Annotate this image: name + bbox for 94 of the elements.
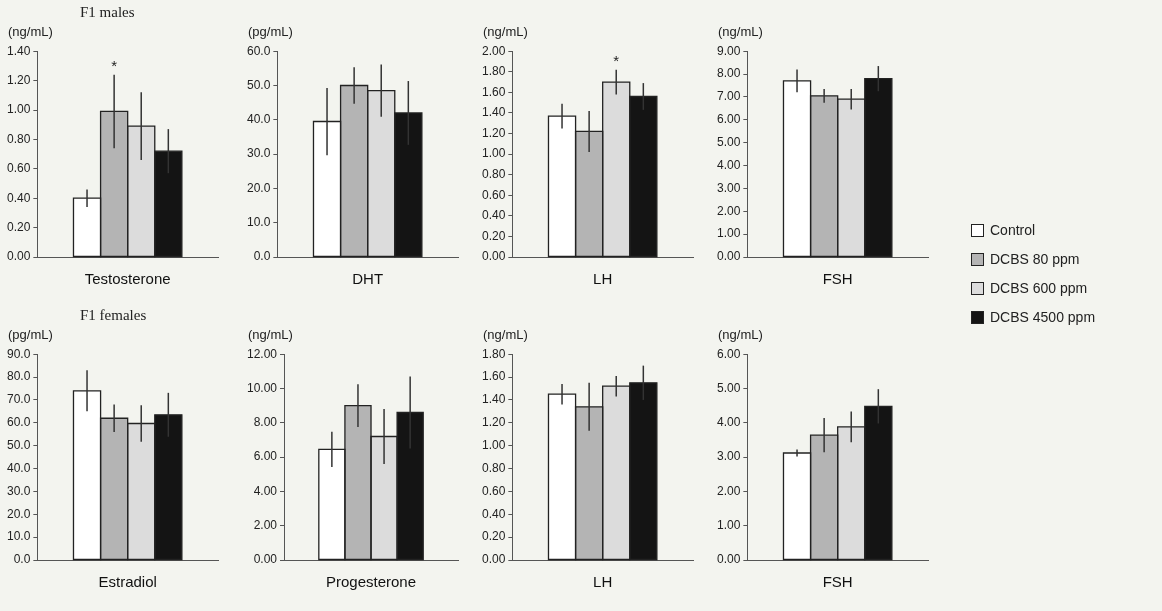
y-tick-label: 10.0 xyxy=(7,529,31,544)
y-tick-label: 0.60 xyxy=(482,187,506,202)
y-tick-label: 0.60 xyxy=(482,483,506,498)
y-tick-label: 30.0 xyxy=(247,146,271,161)
x-tick-label: DHT xyxy=(352,270,384,288)
y-tick-label: 1.40 xyxy=(7,43,31,58)
y-tick-label: 0.00 xyxy=(717,249,741,264)
y-axis-title: (ng/mL) xyxy=(482,24,529,41)
y-tick-label: 4.00 xyxy=(717,157,741,172)
y-tick-label: 20.0 xyxy=(7,506,31,521)
y-tick-label: 70.0 xyxy=(7,392,31,407)
y-tick-label: 1.20 xyxy=(7,72,31,87)
y-tick-label: 0.00 xyxy=(253,552,278,567)
y-tick-label: 30.0 xyxy=(7,483,31,498)
legend-label: DCBS 80 ppm xyxy=(990,251,1080,267)
y-tick-label: 0.00 xyxy=(482,249,506,264)
y-axis-title: (pg/mL) xyxy=(7,327,54,344)
y-tick-label: 0.00 xyxy=(482,552,506,567)
y-tick-label: 2.00 xyxy=(482,43,506,58)
y-tick-label: 0.40 xyxy=(482,208,506,223)
y-axis-title: (ng/mL) xyxy=(247,327,294,344)
y-tick-label: 1.00 xyxy=(717,518,741,533)
x-tick-label: Estradiol xyxy=(98,573,157,591)
y-tick-label: 12.00 xyxy=(247,346,278,361)
chart-title: F1 females xyxy=(79,306,148,325)
y-tick-label: 5.00 xyxy=(717,380,741,395)
y-tick-label: 8.00 xyxy=(717,66,741,81)
y-tick-label: 6.00 xyxy=(717,112,741,127)
y-tick-label: 50.0 xyxy=(7,437,31,452)
y-tick-label: 0.60 xyxy=(7,161,31,176)
annotation: * xyxy=(613,51,620,69)
y-tick-label: 0.80 xyxy=(482,460,506,475)
y-tick-label: 1.00 xyxy=(482,146,506,161)
x-tick-label: Progesterone xyxy=(325,573,417,591)
y-axis-title: (ng/mL) xyxy=(717,24,764,41)
y-tick-label: 7.00 xyxy=(717,89,741,104)
y-tick-label: 60.0 xyxy=(7,415,31,430)
y-tick-label: 1.20 xyxy=(482,125,506,140)
chart-title: F1 males xyxy=(79,3,136,22)
y-tick-label: 1.80 xyxy=(482,64,506,79)
y-tick-label: 40.0 xyxy=(7,460,31,475)
y-tick-label: 0.40 xyxy=(482,506,506,521)
y-tick-label: 1.00 xyxy=(7,102,31,117)
y-tick-label: 0.00 xyxy=(717,552,741,567)
y-tick-label: 0.20 xyxy=(482,529,506,544)
y-tick-label: 6.00 xyxy=(253,449,278,464)
x-tick-label: FSH xyxy=(822,270,853,288)
y-tick-label: 1.40 xyxy=(482,105,506,120)
y-tick-label: 1.80 xyxy=(482,346,506,361)
y-tick-label: 3.00 xyxy=(717,180,741,195)
y-tick-label: 2.00 xyxy=(717,203,741,218)
y-tick-label: 5.00 xyxy=(717,134,741,149)
y-tick-label: 1.00 xyxy=(482,437,506,452)
legend-label: Control xyxy=(990,222,1036,238)
y-tick-label: 90.0 xyxy=(7,346,31,361)
y-axis-title: (ng/mL) xyxy=(482,327,529,344)
y-tick-label: 2.00 xyxy=(717,483,741,498)
y-tick-label: 0.40 xyxy=(7,190,31,205)
y-axis-title: (ng/mL) xyxy=(717,327,764,344)
y-tick-label: 2.00 xyxy=(253,518,278,533)
y-tick-label: 1.40 xyxy=(482,392,506,407)
y-tick-label: 4.00 xyxy=(717,415,741,430)
y-tick-label: 60.0 xyxy=(247,43,271,58)
y-tick-label: 8.00 xyxy=(253,415,278,430)
annotation: * xyxy=(111,56,118,74)
y-tick-label: 10.00 xyxy=(247,380,278,395)
x-tick-label: Testosterone xyxy=(84,270,171,288)
y-tick-label: 1.20 xyxy=(482,415,506,430)
x-tick-label: FSH xyxy=(822,573,853,591)
legend-label: DCBS 600 ppm xyxy=(990,280,1088,296)
y-tick-label: 9.00 xyxy=(717,43,741,58)
y-tick-label: 0.80 xyxy=(482,166,506,181)
y-axis-title: (pg/mL) xyxy=(247,24,294,41)
y-tick-label: 1.00 xyxy=(717,226,741,241)
x-tick-label: LH xyxy=(593,270,613,288)
y-tick-label: 3.00 xyxy=(717,449,741,464)
y-tick-label: 1.60 xyxy=(482,369,506,384)
y-tick-label: 40.0 xyxy=(247,112,271,127)
y-tick-label: 50.0 xyxy=(247,77,271,92)
y-tick-label: 0.20 xyxy=(7,219,31,234)
y-axis-title: (ng/mL) xyxy=(7,24,54,41)
y-tick-label: 1.60 xyxy=(482,84,506,99)
x-tick-label: LH xyxy=(593,573,613,591)
legend-label: DCBS 4500 ppm xyxy=(990,309,1096,325)
y-tick-label: 20.0 xyxy=(247,180,271,195)
y-tick-label: 0.20 xyxy=(482,228,506,243)
y-tick-label: 0.0 xyxy=(13,552,31,567)
y-tick-label: 4.00 xyxy=(253,483,278,498)
y-tick-label: 80.0 xyxy=(7,369,31,384)
y-tick-label: 0.80 xyxy=(7,131,31,146)
y-tick-label: 0.00 xyxy=(7,249,31,264)
y-tick-label: 6.00 xyxy=(717,346,741,361)
y-tick-label: 0.0 xyxy=(253,249,271,264)
y-tick-label: 10.0 xyxy=(247,215,271,230)
